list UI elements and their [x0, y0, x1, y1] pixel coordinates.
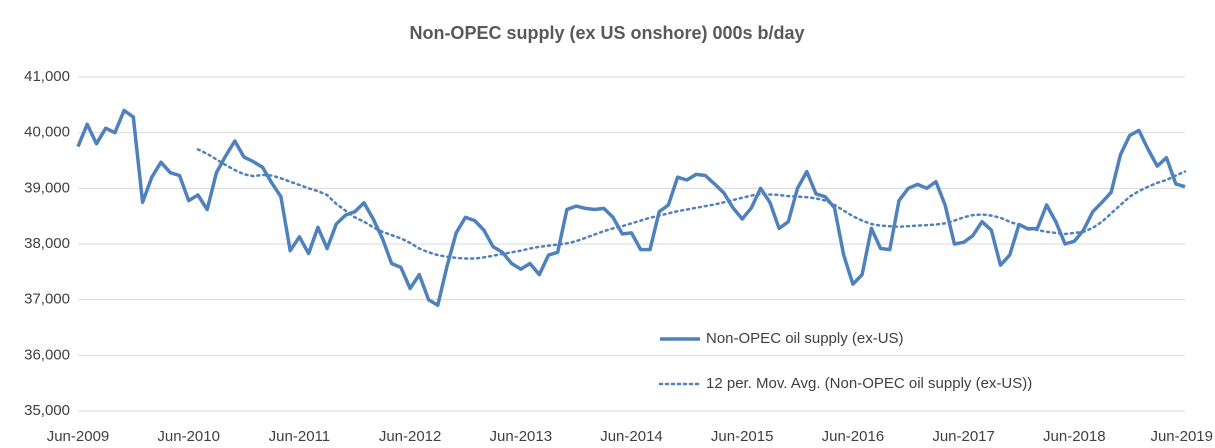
x-tick-label: Jun-2019	[1150, 428, 1213, 445]
x-tick-label: Jun-2017	[932, 428, 995, 445]
y-tick-label: 37,000	[24, 291, 70, 308]
x-tick-label: Jun-2015	[711, 428, 774, 445]
x-tick-label: Jun-2013	[490, 428, 553, 445]
x-tick-label: Jun-2010	[157, 428, 220, 445]
moving-average-line	[196, 148, 1187, 260]
legend-label: Non-OPEC oil supply (ex-US)	[706, 330, 904, 347]
data-line	[76, 108, 1186, 307]
x-tick-label: Jun-2018	[1043, 428, 1106, 445]
x-tick-label: Jun-2016	[822, 428, 885, 445]
x-tick-label: Jun-2009	[47, 428, 110, 445]
y-tick-label: 39,000	[24, 179, 70, 196]
y-tick-label: 41,000	[24, 68, 70, 85]
y-tick-label: 38,000	[24, 235, 70, 252]
x-tick-label: Jun-2011	[269, 428, 330, 445]
x-tick-label: Jun-2014	[600, 428, 663, 445]
y-tick-label: 40,000	[24, 124, 70, 141]
chart-title: Non-OPEC supply (ex US onshore) 000s b/d…	[409, 23, 804, 43]
y-tick-label: 35,000	[24, 402, 70, 419]
x-tick-label: Jun-2012	[379, 428, 442, 445]
legend-label: 12 per. Mov. Avg. (Non-OPEC oil supply (…	[706, 375, 1032, 392]
y-tick-label: 36,000	[24, 346, 70, 363]
